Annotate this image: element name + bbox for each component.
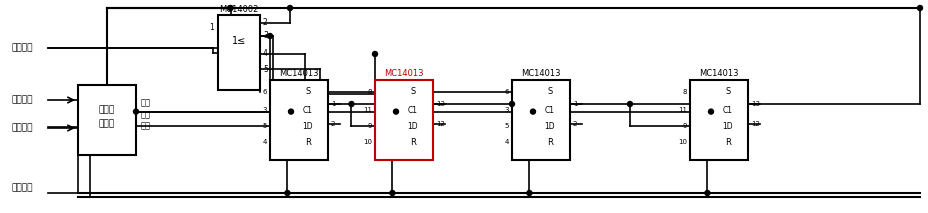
Text: 5: 5	[263, 65, 267, 73]
Text: C1: C1	[303, 106, 313, 115]
Bar	[690, 80, 747, 160]
Text: 完了: 完了	[141, 110, 151, 119]
Text: 11: 11	[363, 107, 371, 113]
Circle shape	[134, 109, 138, 114]
Text: 1: 1	[330, 101, 335, 107]
Text: R: R	[547, 138, 552, 147]
Text: R: R	[724, 138, 729, 147]
Circle shape	[228, 6, 233, 10]
Circle shape	[289, 109, 293, 114]
Text: 起始输入: 起始输入	[12, 124, 33, 132]
Circle shape	[372, 52, 377, 56]
Text: 4: 4	[504, 139, 509, 145]
Circle shape	[349, 102, 354, 106]
Text: C1: C1	[722, 106, 732, 115]
Text: MC14013: MC14013	[279, 69, 318, 79]
Text: 时控制: 时控制	[98, 119, 115, 128]
Bar	[78, 85, 135, 155]
Text: 1D: 1D	[302, 122, 313, 131]
Text: 5: 5	[504, 123, 509, 130]
Circle shape	[708, 109, 713, 114]
Text: R: R	[304, 138, 310, 147]
Circle shape	[287, 6, 292, 10]
Text: 1: 1	[209, 23, 213, 33]
Circle shape	[509, 102, 514, 106]
Text: 13: 13	[435, 101, 445, 107]
Bar	[375, 80, 432, 160]
Text: S: S	[409, 88, 415, 96]
Text: 9: 9	[682, 123, 687, 130]
Circle shape	[530, 109, 535, 114]
Text: C1: C1	[544, 106, 554, 115]
Text: 6: 6	[263, 89, 266, 95]
Text: 2: 2	[573, 121, 577, 127]
Text: S: S	[547, 88, 552, 96]
Text: 5: 5	[263, 123, 266, 130]
Text: 复位输出: 复位输出	[12, 184, 33, 193]
Circle shape	[390, 190, 394, 196]
Text: 10: 10	[677, 139, 687, 145]
Circle shape	[393, 109, 398, 114]
Circle shape	[917, 6, 922, 10]
Text: 4: 4	[263, 139, 266, 145]
Bar	[511, 80, 570, 160]
Circle shape	[626, 102, 632, 106]
Text: 12: 12	[750, 121, 759, 127]
Text: 13: 13	[750, 101, 759, 107]
Text: 3: 3	[263, 32, 267, 40]
Circle shape	[267, 33, 272, 39]
Circle shape	[704, 190, 709, 196]
Text: 4: 4	[263, 49, 267, 59]
Text: 1D: 1D	[544, 122, 554, 131]
Text: MC14013: MC14013	[699, 69, 738, 79]
Text: MC14013: MC14013	[521, 69, 561, 79]
Text: 3: 3	[263, 107, 266, 113]
Text: 时钟输入: 时钟输入	[12, 95, 33, 105]
Text: 2: 2	[330, 121, 335, 127]
Text: 11: 11	[677, 107, 687, 113]
Text: 9: 9	[367, 123, 371, 130]
Circle shape	[285, 190, 290, 196]
Text: 1: 1	[573, 101, 577, 107]
Text: 时序定: 时序定	[98, 105, 115, 114]
Text: 2: 2	[263, 18, 267, 27]
Text: 输出: 输出	[141, 121, 151, 130]
Bar	[218, 15, 260, 90]
Text: MC14002: MC14002	[219, 4, 258, 13]
Text: 1D: 1D	[407, 122, 418, 131]
Text: 12: 12	[435, 121, 445, 127]
Text: C1: C1	[407, 106, 418, 115]
Text: 停止输入: 停止输入	[12, 43, 33, 52]
Text: 6: 6	[504, 89, 509, 95]
Text: 10: 10	[363, 139, 371, 145]
Text: 3: 3	[504, 107, 509, 113]
Text: S: S	[724, 88, 729, 96]
Text: 1≤: 1≤	[232, 36, 246, 46]
Text: 8: 8	[682, 89, 687, 95]
Text: R: R	[409, 138, 415, 147]
Text: MC14013: MC14013	[384, 69, 423, 79]
Text: 8: 8	[367, 89, 371, 95]
Bar	[270, 80, 328, 160]
Text: 1D: 1D	[722, 122, 732, 131]
Circle shape	[526, 190, 532, 196]
Text: 计数: 计数	[141, 98, 151, 107]
Text: S: S	[304, 88, 310, 96]
